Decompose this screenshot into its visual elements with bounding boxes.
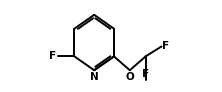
- Text: F: F: [163, 41, 170, 52]
- Text: F: F: [142, 69, 149, 79]
- Text: O: O: [125, 72, 134, 82]
- Text: N: N: [90, 72, 99, 82]
- Text: F: F: [50, 51, 57, 61]
